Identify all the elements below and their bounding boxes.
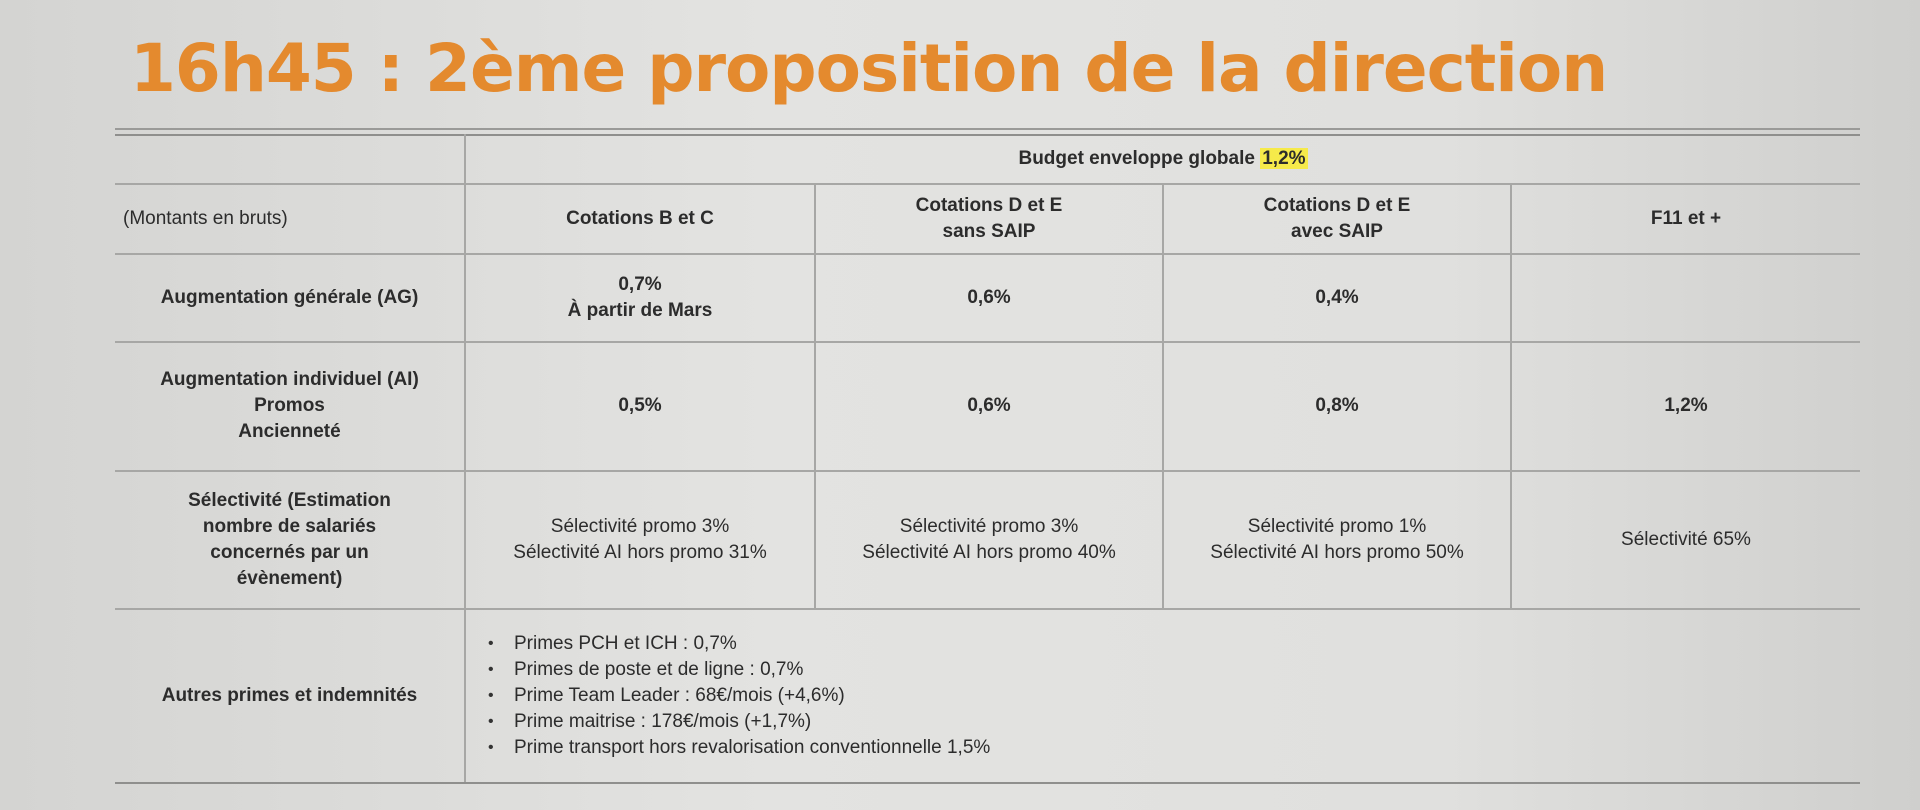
cell-ag-d-e-avec-saip: 0,4% xyxy=(1162,253,1512,343)
row-label-ai: Augmentation individuel (AI) Promos Anci… xyxy=(115,340,466,473)
table-row-primes: Autres primes et indemnités Primes PCH e… xyxy=(115,607,1861,785)
cell-selectivite-d-e-sans-saip: Sélectivité promo 3% Sélectivité AI hors… xyxy=(814,470,1164,610)
cell-ag-d-e-sans-saip: 0,6% xyxy=(814,253,1164,343)
table-row-ag: Augmentation générale (AG) 0,7% À partir… xyxy=(115,253,1861,343)
column-header-line: Cotations D et E xyxy=(915,195,1063,217)
budget-label: Budget enveloppe globale xyxy=(1018,148,1255,170)
column-header-d-e-avec-saip: Cotations D et E avec SAIP xyxy=(1162,182,1512,256)
cell-line: Sélectivité promo 1% xyxy=(1247,515,1427,537)
column-header-line: F11 et + xyxy=(1650,208,1722,230)
list-item: Primes de poste et de ligne : 0,7% xyxy=(480,657,1852,683)
row-label-line: Ancienneté xyxy=(238,421,341,443)
corner-label: (Montants en bruts) xyxy=(115,182,466,256)
budget-value: 1,2% xyxy=(1260,148,1308,170)
cell-ag-b-c: 0,7% À partir de Mars xyxy=(464,253,816,343)
cell-selectivite-f11: Sélectivité 65% xyxy=(1509,470,1861,610)
primes-list-cell: Primes PCH et ICH : 0,7% Primes de poste… xyxy=(463,607,1861,785)
cell-selectivite-d-e-avec-saip: Sélectivité promo 1% Sélectivité AI hors… xyxy=(1162,470,1512,610)
row-label-selectivite: Sélectivité (Estimation nombre de salari… xyxy=(115,470,466,610)
column-header-row: (Montants en bruts) Cotations B et C Cot… xyxy=(115,182,1861,256)
cell-ai-b-c: 0,5% xyxy=(464,340,816,473)
budget-row-empty-cell xyxy=(115,134,466,185)
row-label-ag: Augmentation générale (AG) xyxy=(115,253,466,343)
budget-header: Budget enveloppe globale 1,2% xyxy=(463,134,1861,185)
list-item: Prime maitrise : 178€/mois (+1,7%) xyxy=(480,709,1852,735)
cell-line: À partir de Mars xyxy=(567,300,713,321)
cell-line: Sélectivité AI hors promo 40% xyxy=(862,541,1116,563)
cell-line: Sélectivité AI hors promo 50% xyxy=(1210,541,1464,563)
row-label-line: Sélectivité (Estimation xyxy=(188,489,391,511)
cell-ai-d-e-avec-saip: 0,8% xyxy=(1162,340,1512,473)
row-label-line: concernés par un xyxy=(210,541,369,563)
cell-line: 0,7% xyxy=(618,274,662,295)
cell-line: Sélectivité promo 3% xyxy=(899,515,1079,537)
column-header-d-e-sans-saip: Cotations D et E sans SAIP xyxy=(814,182,1164,256)
cell-ai-f11: 1,2% xyxy=(1509,340,1861,473)
list-item: Prime transport hors revalorisation conv… xyxy=(480,735,1852,761)
proposal-table-container: Budget enveloppe globale 1,2% (Montants … xyxy=(115,134,1861,785)
cell-ag-f11 xyxy=(1509,253,1861,343)
column-header-b-c: Cotations B et C xyxy=(464,182,816,256)
row-label-line: Promos xyxy=(254,395,325,417)
table-row-ai: Augmentation individuel (AI) Promos Anci… xyxy=(115,340,1861,473)
primes-list: Primes PCH et ICH : 0,7% Primes de poste… xyxy=(474,631,1852,761)
column-header-line: sans SAIP xyxy=(942,221,1036,243)
proposal-table: Budget enveloppe globale 1,2% (Montants … xyxy=(115,134,1861,785)
row-label-line: évènement) xyxy=(236,567,343,589)
title-divider xyxy=(115,128,1860,130)
column-header-f11: F11 et + xyxy=(1509,182,1861,256)
row-label-primes: Autres primes et indemnités xyxy=(115,607,466,785)
slide-title: 16h45 : 2ème proposition de la direction xyxy=(130,30,1608,107)
table-row-selectivite: Sélectivité (Estimation nombre de salari… xyxy=(115,470,1861,610)
column-header-line: avec SAIP xyxy=(1291,221,1383,243)
column-header-line: Cotations B et C xyxy=(566,208,714,230)
cell-line: Sélectivité AI hors promo 31% xyxy=(513,541,767,563)
row-label-line: nombre de salariés xyxy=(202,515,377,537)
list-item: Primes PCH et ICH : 0,7% xyxy=(480,631,1852,657)
cell-line: Sélectivité promo 3% xyxy=(550,515,730,537)
budget-row: Budget enveloppe globale 1,2% xyxy=(115,134,1861,185)
list-item: Prime Team Leader : 68€/mois (+4,6%) xyxy=(480,683,1852,709)
cell-selectivite-b-c: Sélectivité promo 3% Sélectivité AI hors… xyxy=(464,470,816,610)
row-label-line: Augmentation individuel (AI) xyxy=(160,369,419,391)
cell-ai-d-e-sans-saip: 0,6% xyxy=(814,340,1164,473)
column-header-line: Cotations D et E xyxy=(1263,195,1411,217)
